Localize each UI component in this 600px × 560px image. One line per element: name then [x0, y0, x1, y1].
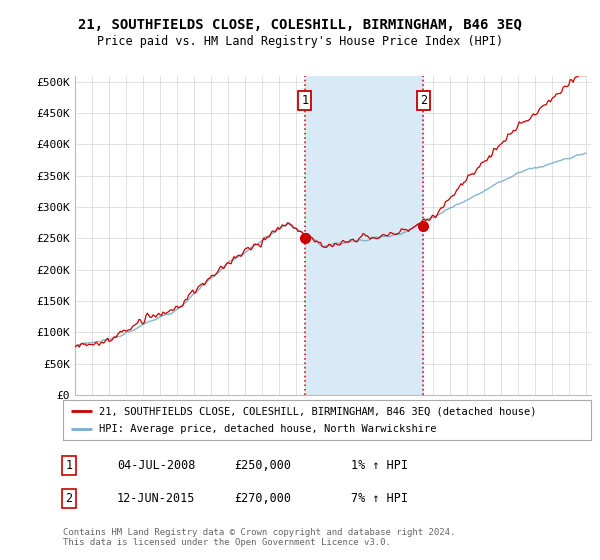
Text: HPI: Average price, detached house, North Warwickshire: HPI: Average price, detached house, Nort…: [99, 424, 436, 435]
Text: 1% ↑ HPI: 1% ↑ HPI: [351, 459, 408, 473]
Text: £270,000: £270,000: [234, 492, 291, 505]
Text: 21, SOUTHFIELDS CLOSE, COLESHILL, BIRMINGHAM, B46 3EQ: 21, SOUTHFIELDS CLOSE, COLESHILL, BIRMIN…: [78, 18, 522, 32]
Text: Contains HM Land Registry data © Crown copyright and database right 2024.
This d: Contains HM Land Registry data © Crown c…: [63, 528, 455, 547]
Text: 12-JUN-2015: 12-JUN-2015: [117, 492, 196, 505]
Text: 1: 1: [65, 459, 73, 473]
Text: 04-JUL-2008: 04-JUL-2008: [117, 459, 196, 473]
Text: 2: 2: [65, 492, 73, 505]
Text: £250,000: £250,000: [234, 459, 291, 473]
Text: 7% ↑ HPI: 7% ↑ HPI: [351, 492, 408, 505]
Text: 21, SOUTHFIELDS CLOSE, COLESHILL, BIRMINGHAM, B46 3EQ (detached house): 21, SOUTHFIELDS CLOSE, COLESHILL, BIRMIN…: [99, 407, 536, 417]
Text: Price paid vs. HM Land Registry's House Price Index (HPI): Price paid vs. HM Land Registry's House …: [97, 35, 503, 48]
Bar: [305, 76, 423, 395]
Text: 2: 2: [419, 94, 427, 107]
Text: 1: 1: [301, 94, 308, 107]
